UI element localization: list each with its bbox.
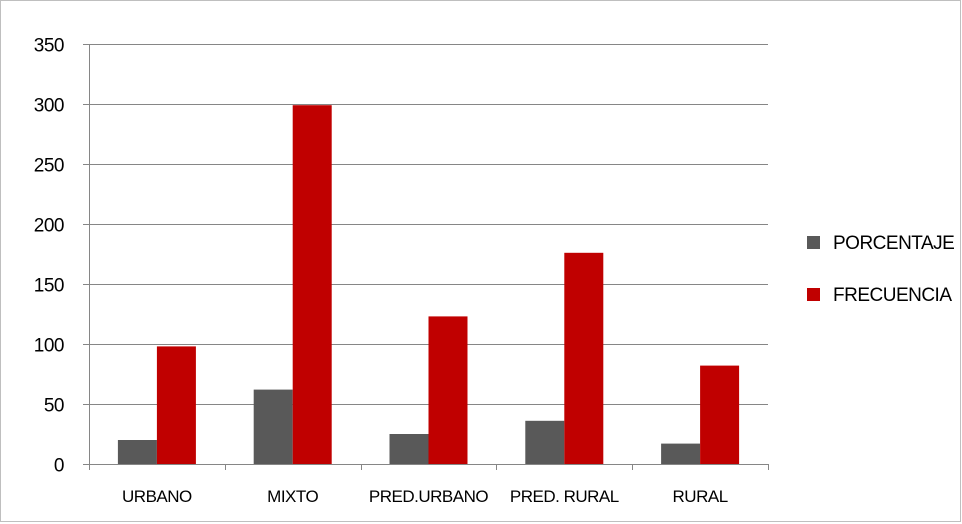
x-tick-labels: URBANO MIXTO PRED.URBANO PRED. RURAL RURAL xyxy=(122,487,728,506)
y-tick-label: 0 xyxy=(54,456,64,477)
gridlines xyxy=(89,44,768,405)
bar-frecuencia-3 xyxy=(564,252,604,464)
legend: PORCENTAJE FRECUENCIA xyxy=(807,233,955,306)
x-tick-label: PRED. RURAL xyxy=(510,487,619,506)
y-tick-label: 200 xyxy=(34,216,64,237)
bar-frecuencia-0 xyxy=(156,346,196,464)
y-tick-label: 300 xyxy=(34,96,64,117)
y-tick-label: 350 xyxy=(34,36,64,57)
y-tick-label: 100 xyxy=(34,336,64,357)
legend-label-frecuencia: FRECUENCIA xyxy=(833,285,952,306)
legend-swatch-porcentaje xyxy=(807,236,820,249)
bar-frecuencia-2 xyxy=(428,316,468,464)
axes xyxy=(83,44,769,470)
x-tick-label: MIXTO xyxy=(267,487,318,506)
bar-porcentaje-0 xyxy=(117,440,157,464)
legend-swatch-frecuencia xyxy=(807,288,820,301)
bar-porcentaje-3 xyxy=(525,420,565,464)
bar-porcentaje-2 xyxy=(389,434,429,464)
y-tick-label: 50 xyxy=(44,396,64,417)
legend-label-porcentaje: PORCENTAJE xyxy=(833,233,954,254)
bar-porcentaje-1 xyxy=(253,389,293,464)
y-tick-label: 150 xyxy=(34,276,64,297)
x-tick-label: PRED.URBANO xyxy=(369,487,488,506)
x-tick-label: URBANO xyxy=(122,487,192,506)
bar-frecuencia-1 xyxy=(292,105,332,464)
x-tick-label: RURAL xyxy=(673,487,728,506)
bar-porcentaje-4 xyxy=(661,443,701,464)
y-tick-labels: 0 50 100 150 200 250 300 350 xyxy=(34,36,65,477)
y-tick-label: 250 xyxy=(34,156,64,177)
bars xyxy=(117,105,740,464)
bar-frecuencia-4 xyxy=(700,365,740,464)
